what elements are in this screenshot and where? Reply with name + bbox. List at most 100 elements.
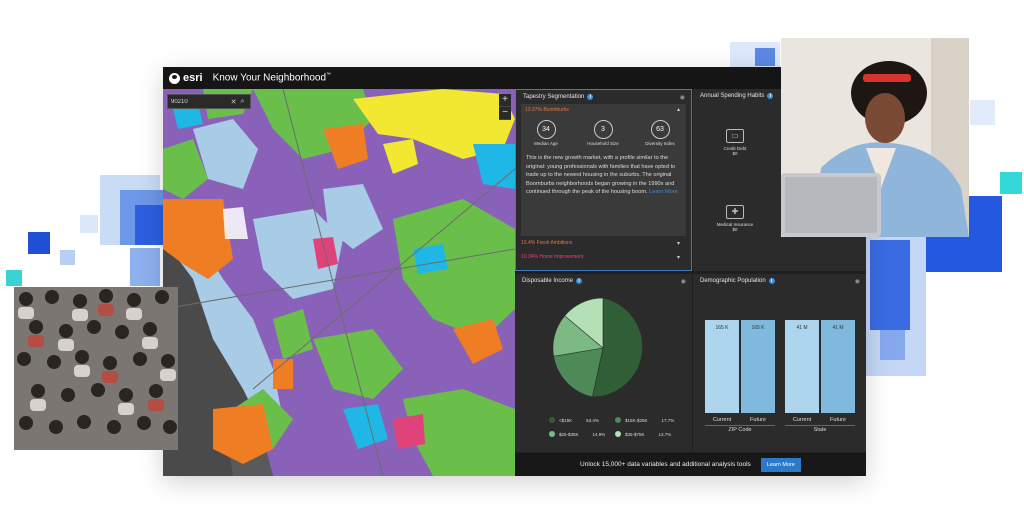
zoom-out-button[interactable]: − (499, 107, 511, 120)
bar-state-current: 41 M (785, 320, 819, 413)
chevron-down-icon[interactable]: ▾ (676, 241, 680, 247)
legend-swatch (615, 431, 621, 437)
spending-value: $0 (732, 227, 738, 232)
info-icon[interactable]: i (576, 278, 583, 284)
chevron-down-icon[interactable]: ▾ (676, 255, 680, 261)
bar-zip-current: 165 K (705, 320, 739, 413)
income-panel: Disposable Income i ◉ <$15K 53.4% $15K-$25… (515, 274, 692, 452)
segment-row[interactable]: 10.4% Fresh Ambitions ▾ (521, 240, 686, 247)
stat-diversity-index: 63 Diversity Index (640, 120, 680, 146)
visibility-icon[interactable]: ◉ (854, 279, 860, 285)
group-divider (785, 425, 855, 426)
stat-label: Household Size (587, 141, 619, 146)
bar-category-label: Future (830, 417, 846, 423)
map-view[interactable]: ✕ ⌕ + − (163, 89, 515, 476)
info-icon[interactable]: i (768, 278, 775, 284)
zoom-in-button[interactable]: + (499, 94, 511, 107)
stat-value: 3 (593, 120, 613, 139)
stat-household-size: 3 Household Size (583, 120, 623, 146)
visibility-icon[interactable]: ◉ (680, 279, 686, 285)
segment-row-label: 10.4% Fresh Ambitions (521, 240, 573, 246)
panel-title: Tapestry Segmentation i (523, 94, 594, 100)
income-pie-chart (552, 297, 643, 398)
income-title: Disposable Income (522, 278, 574, 284)
demographic-title: Demographic Population (700, 278, 766, 284)
globe-icon (169, 72, 180, 84)
legend-label: $15K-$25K (625, 417, 648, 423)
legend-item: $25-$35K 14.9% (549, 431, 605, 437)
chevron-up-icon[interactable]: ▴ (676, 107, 680, 113)
spending-label: Medical Insurance (716, 222, 754, 227)
bar-value-label: 165 K (751, 325, 765, 331)
bar-value-label: 41 M (832, 325, 844, 331)
woman-illustration (781, 38, 969, 237)
group-divider (705, 425, 775, 426)
legend-pct: 14.9% (592, 431, 606, 437)
legend-label: <$15K (559, 417, 573, 423)
learn-more-link[interactable]: Learn More (649, 189, 678, 195)
stat-label: Median Age (534, 141, 558, 146)
legend-swatch (549, 417, 555, 423)
stat-value: 34 (536, 120, 556, 139)
spending-label: Credit Debt (723, 146, 747, 151)
tapestry-panel: Tapestry Segmentation i ◉ 13.97% Boomburb… (515, 89, 692, 271)
pie-slice-35k-75k (564, 297, 604, 349)
visibility-icon[interactable]: ◉ (679, 95, 685, 101)
spending-item: ▭ Credit Debt $0 (705, 129, 765, 156)
spending-title: Annual Spending Habits (700, 93, 765, 99)
bar-value-label: 165 K (715, 325, 729, 331)
info-icon[interactable]: i (587, 94, 594, 100)
description-text: This is the new growth market, with a pr… (526, 155, 676, 195)
panel-title: Demographic Population i (700, 278, 775, 284)
learn-more-button[interactable]: Learn More (760, 457, 801, 472)
legend-swatch (615, 417, 621, 423)
segment-description: This is the new growth market, with a pr… (526, 154, 681, 197)
app-title: Know Your Neighborhood™ (213, 72, 331, 83)
stat-median-age: 34 Median Age (526, 120, 566, 146)
crowd-photo (14, 287, 178, 450)
map-search-box[interactable]: ✕ ⌕ (167, 94, 251, 109)
legend-label: $25-$35K (559, 431, 579, 437)
stat-value: 63 (650, 120, 670, 139)
legend-pct: 17.7% (661, 417, 675, 423)
bar-category-label: Current (792, 417, 812, 423)
legend-item: <$15K 53.4% (549, 417, 599, 423)
zoom-controls: + − (499, 94, 511, 120)
esri-logo: esri (169, 72, 203, 84)
legend-swatch (549, 431, 555, 437)
panel-title: Annual Spending Habits i (700, 93, 774, 99)
stat-label: Diversity Index (645, 141, 675, 146)
trademark-mark: ™ (326, 72, 332, 79)
demographic-panel: Demographic Population i ◉ 165 K 165 K 41… (693, 274, 866, 452)
close-icon[interactable]: ✕ (230, 98, 237, 106)
bar-zip-future: 165 K (741, 320, 775, 413)
bar-value-label: 41 M (796, 325, 808, 331)
app-window: esri Know Your Neighborhood™ (163, 67, 866, 476)
legend-item: $35-$75K 13.7% (615, 431, 671, 437)
app-header: esri Know Your Neighborhood™ (163, 67, 866, 89)
segment-card: 13.97% Boomburbs ▴ 34 Median Age 3 House… (521, 104, 686, 236)
woman-laptop-photo (781, 38, 969, 237)
zip-search-input[interactable] (168, 98, 229, 105)
search-icon[interactable]: ⌕ (240, 97, 245, 105)
pie-slice-under-15k (592, 297, 643, 398)
crowd-illustration (14, 287, 178, 450)
group-label: ZIP Code (728, 427, 752, 433)
upsell-footer: Unlock 15,000+ data variables and additi… (515, 453, 866, 476)
panel-title: Disposable Income i (522, 278, 583, 284)
pie-slice-15k-25k (553, 347, 604, 398)
medical-bag-icon: ✚ (726, 205, 744, 219)
brand-name: esri (183, 72, 203, 84)
footer-text: Unlock 15,000+ data variables and additi… (580, 461, 751, 468)
segment-row[interactable]: 10.34% Home Improvement ▾ (521, 254, 686, 261)
legend-label: $35-$75K (625, 431, 645, 437)
bar-category-label: Future (750, 417, 766, 423)
segment-header[interactable]: 13.97% Boomburbs (525, 107, 569, 113)
tapestry-title: Tapestry Segmentation (523, 94, 585, 100)
info-icon[interactable]: i (767, 93, 774, 99)
choropleth-map[interactable] (163, 89, 515, 476)
app-title-text: Know Your Neighborhood (212, 72, 327, 84)
segment-row-label: 10.34% Home Improvement (521, 254, 584, 260)
spending-item: ✚ Medical Insurance $0 (705, 205, 765, 232)
legend-item: $15K-$25K 17.7% (615, 417, 674, 423)
